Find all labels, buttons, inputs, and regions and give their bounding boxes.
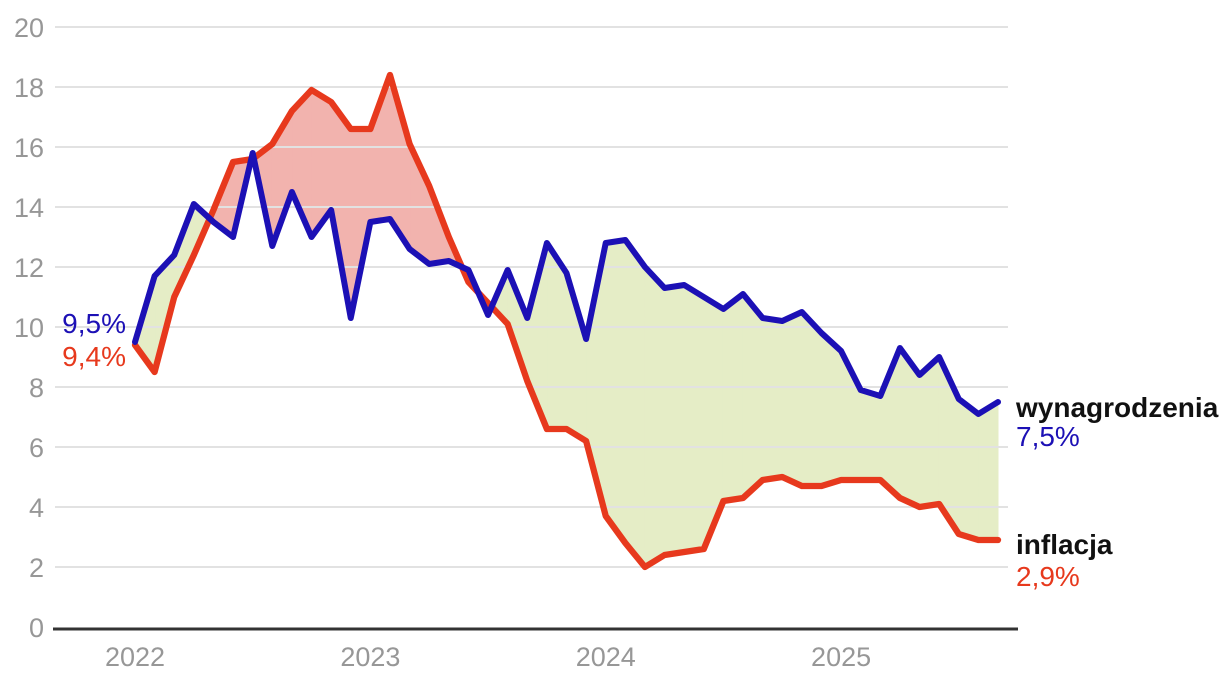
y-tick-label: 10 [14, 313, 44, 343]
x-tick-label: 2023 [340, 642, 400, 672]
x-tick-label: 2024 [576, 642, 636, 672]
y-tick-label: 12 [14, 253, 44, 283]
y-tick-label: 4 [29, 493, 44, 523]
inflation-above-fill [209, 74, 493, 319]
x-tick-label: 2025 [811, 642, 871, 672]
y-tick-label: 16 [14, 133, 44, 163]
wages-end-value-label: 7,5% [1016, 421, 1080, 452]
y-tick-label: 14 [14, 193, 44, 223]
wages-series-name-label: wynagrodzenia [1016, 392, 1219, 423]
inflation-end-value-label: 2,9% [1016, 561, 1080, 592]
x-tick-label: 2022 [105, 642, 165, 672]
y-tick-label: 0 [29, 613, 44, 643]
y-tick-label: 2 [29, 553, 44, 583]
inflation-line [131, 71, 1002, 571]
y-tick-label: 18 [14, 73, 44, 103]
inflation-series-name-label: inflacja [1016, 529, 1113, 560]
y-tick-label: 20 [14, 13, 44, 43]
inflation-start-value-label: 9,4% [62, 341, 126, 372]
wages-line [132, 150, 1001, 417]
y-tick-label: 8 [29, 373, 44, 403]
y-tick-label: 6 [29, 433, 44, 463]
wages-start-value-label: 9,5% [62, 308, 126, 339]
